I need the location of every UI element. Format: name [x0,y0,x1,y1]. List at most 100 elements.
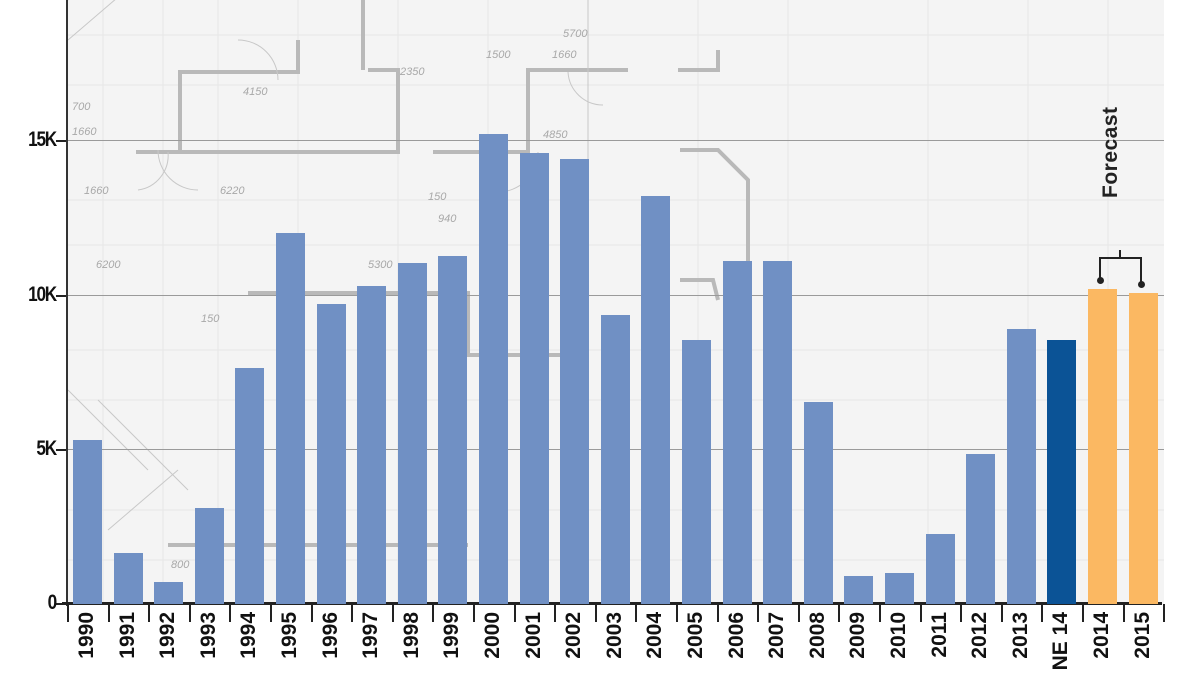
bar-2011 [926,534,955,604]
y-tick-10k [56,295,66,297]
y-tick-label: 10K [28,283,57,306]
x-tick [554,604,556,622]
svg-text:4150: 4150 [243,86,268,98]
bar-1995 [276,233,305,604]
x-tick-label: 2013 [1009,612,1032,659]
bar-2010 [885,573,914,604]
x-tick [1163,604,1165,622]
x-tick-label: 1998 [400,612,423,659]
x-tick-label: 2011 [928,612,951,658]
bar-1994 [235,368,264,604]
gridline-15k [68,140,1164,141]
x-tick [960,604,962,622]
y-tick-0 [56,603,66,605]
x-tick [108,604,110,622]
bar-2002 [560,159,589,604]
x-tick-label: 1999 [440,612,463,659]
y-tick-label: 5K [36,437,57,460]
bar-1991 [114,553,143,604]
x-tick-label: 2002 [562,612,585,659]
svg-text:150: 150 [428,191,447,203]
svg-text:2350: 2350 [399,66,425,78]
bar-1993 [195,508,224,604]
x-tick-label: 2004 [643,612,666,659]
x-tick-label: 1997 [359,612,382,659]
svg-text:1500: 1500 [486,49,511,61]
bar-2001 [520,153,549,604]
bar-2006 [723,261,752,604]
svg-text:1660: 1660 [552,49,577,61]
svg-text:5700: 5700 [563,28,588,40]
svg-text:1660: 1660 [72,126,97,138]
x-tick [1123,604,1125,622]
bar-2013 [1007,329,1036,604]
x-tick-label: 1990 [75,612,98,659]
x-tick [838,604,840,622]
x-tick-label: 1992 [156,612,179,659]
svg-text:940: 940 [438,213,457,225]
bar-1997 [357,286,386,604]
x-tick-label: 2006 [725,612,748,659]
x-tick [1041,604,1043,622]
y-tick-label: 15K [28,128,57,151]
x-tick [595,604,597,622]
x-tick [432,604,434,622]
x-tick [920,604,922,622]
x-tick-label: 1996 [319,612,342,659]
bar-2008 [804,402,833,604]
bar-1998 [398,263,427,604]
svg-text:150: 150 [201,313,220,325]
bar-2003 [601,315,630,604]
svg-text:5300: 5300 [368,259,393,271]
gridline-10k [68,295,1164,296]
x-tick-label: 2012 [968,612,991,659]
x-tick [473,604,475,622]
x-tick [717,604,719,622]
bar-2014 [1088,289,1117,604]
x-tick-label: 1991 [116,612,139,659]
x-tick [879,604,881,622]
bar-2009 [844,576,873,604]
x-tick [1001,604,1003,622]
x-tick-label: 2009 [846,612,869,659]
x-tick-label: 2015 [1131,612,1154,659]
x-tick-label: 2014 [1090,612,1113,659]
x-tick-label: 2010 [887,612,910,659]
svg-text:6200: 6200 [96,259,121,271]
x-tick-label: 2008 [806,612,829,659]
forecast-bracket-stem [1119,250,1121,258]
x-tick [798,604,800,622]
y-tick-5k [56,449,66,451]
x-tick [1082,604,1084,622]
bar-1996 [317,304,346,604]
bar-2007 [763,261,792,604]
svg-text:1660: 1660 [84,185,109,197]
bar-2012 [966,454,995,604]
x-tick-label: 1993 [197,612,220,659]
x-tick [148,604,150,622]
bar-2000 [479,134,508,604]
svg-text:4850: 4850 [543,129,568,141]
forecast-bracket-bar [1099,257,1142,259]
x-tick [514,604,516,622]
svg-text:6220: 6220 [220,185,245,197]
forecast-bracket-right-leg [1140,257,1142,284]
x-tick-label: 2003 [603,612,626,659]
y-tick-15k [56,140,66,142]
x-tick-label: 2007 [765,612,788,659]
bar-2004 [641,196,670,604]
bar-ne-14 [1047,340,1076,604]
x-tick-label: 2005 [684,612,707,659]
x-tick-label: 1995 [278,612,301,659]
x-tick [229,604,231,622]
x-tick-label: 2001 [522,612,545,659]
forecast-bracket-dot [1138,281,1145,288]
bar-1990 [73,440,102,604]
bar-1992 [154,582,183,604]
bar-1999 [438,256,467,604]
x-tick [311,604,313,622]
x-tick [757,604,759,622]
x-tick-label: 1994 [237,612,260,659]
y-tick-label: 0 [47,591,58,614]
x-tick [270,604,272,622]
